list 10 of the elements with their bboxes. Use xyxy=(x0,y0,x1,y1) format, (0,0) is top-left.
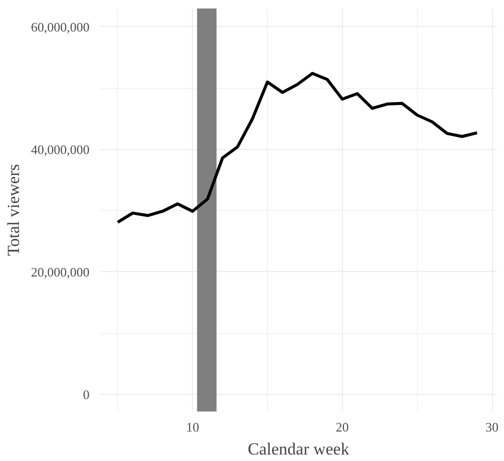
y-tick-label: 0 xyxy=(83,386,90,402)
line-series xyxy=(116,72,479,224)
x-tick-label: 10 xyxy=(186,420,200,434)
y-tick-label: 60,000,000 xyxy=(31,19,90,34)
y-tick-label: 20,000,000 xyxy=(31,264,90,280)
y-axis-title: Total viewers xyxy=(4,164,23,256)
x-tick-label: 30 xyxy=(486,420,499,434)
x-axis-title: Calendar week xyxy=(248,440,350,458)
y-tick-label: 40,000,000 xyxy=(31,142,90,157)
x-tick-label: 20 xyxy=(336,420,349,434)
